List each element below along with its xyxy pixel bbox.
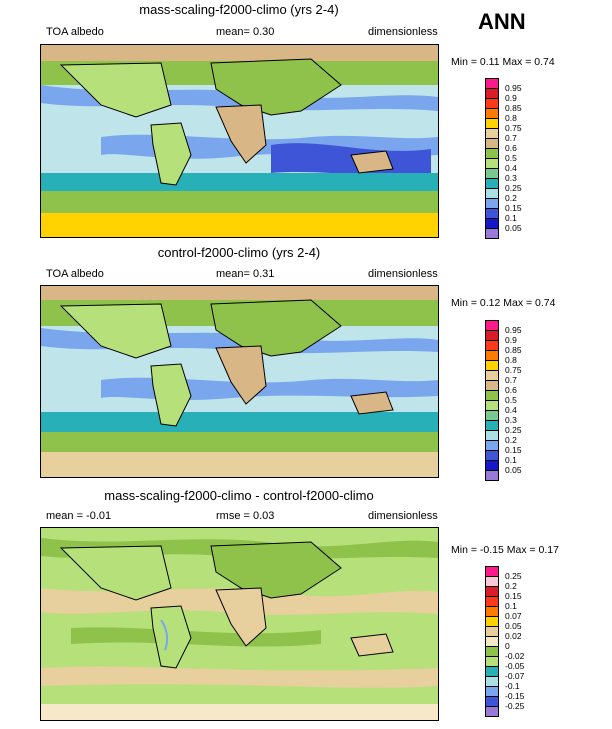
panel-1-title: mass-scaling-f2000-climo (yrs 2-4) [139, 2, 339, 17]
colorbar-label: 0.8 [505, 113, 517, 123]
panel-2-left-label: TOA albedo [46, 268, 104, 280]
colorbar-label: 0.15 [505, 445, 522, 455]
annual-label: ANN [478, 9, 526, 34]
colorbar-label: -0.07 [505, 671, 525, 681]
panel-3-units-label: dimensionless [368, 510, 438, 522]
panel-3-title: mass-scaling-f2000-climo - control-f2000… [104, 488, 374, 503]
colorbar-label: 0.75 [505, 365, 522, 375]
colorbar-label: 0.15 [505, 591, 522, 601]
colorbar-label: 0.07 [505, 611, 522, 621]
colorbar-label: 0.9 [505, 93, 517, 103]
colorbar-label: 0.25 [505, 571, 522, 581]
colorbar-label: 0.95 [505, 83, 522, 93]
panel-3-minmax: Min = -0.15 Max = 0.17 [451, 544, 559, 556]
panel-1-left-label: TOA albedo [46, 26, 104, 38]
colorbar-label: 0.6 [505, 143, 517, 153]
panel-1-mean-label: mean= 0.30 [216, 26, 275, 38]
albedo-field-map [41, 45, 438, 237]
colorbar-label: 0.6 [505, 385, 517, 395]
colorbar-label: 0.5 [505, 153, 517, 163]
colorbar-label: 0.05 [505, 223, 522, 233]
panel-2-title: control-f2000-climo (yrs 2-4) [157, 245, 321, 260]
colorbar-label: -0.25 [505, 701, 525, 711]
colorbar-label: 0.75 [505, 123, 522, 133]
colorbar-label: -0.05 [505, 661, 525, 671]
panel-3-mean-label: mean = -0.01 [46, 510, 112, 522]
colorbar-label: 0 [505, 641, 510, 651]
colorbar-label: 0.4 [505, 405, 517, 415]
panel-2-minmax: Min = 0.12 Max = 0.74 [451, 297, 556, 309]
panel-1-minmax: Min = 0.11 Max = 0.74 [451, 56, 555, 68]
colorbar-label: 0.1 [505, 455, 517, 465]
colorbar-label: 0.95 [505, 325, 522, 335]
colorbar-label: 0.15 [505, 203, 522, 213]
colorbar-label: 0.1 [505, 601, 517, 611]
colorbar-label: 0.3 [505, 415, 517, 425]
colorbar-label: 0.7 [505, 375, 517, 385]
colorbar-label: 0.05 [505, 621, 522, 631]
panel-1-units-label: dimensionless [368, 26, 438, 38]
colorbar-label: 0.2 [505, 435, 517, 445]
colorbar-label: 0.2 [505, 193, 517, 203]
albedo-difference-map [41, 528, 438, 720]
colorbar-label: -0.15 [505, 691, 525, 701]
colorbar-label: 0.02 [505, 631, 522, 641]
colorbar-label: 0.3 [505, 173, 517, 183]
colorbar-label: 0.4 [505, 163, 517, 173]
colorbar-label: 0.85 [505, 345, 522, 355]
panel-2-map [40, 285, 439, 478]
colorbar-swatch [485, 706, 499, 717]
colorbar-label: -0.1 [505, 681, 520, 691]
panel-1-map [40, 44, 439, 238]
colorbar-label: -0.02 [505, 651, 525, 661]
colorbar-label: 0.7 [505, 133, 517, 143]
colorbar-label: 0.9 [505, 335, 517, 345]
panel-2-units-label: dimensionless [368, 268, 438, 280]
colorbar-label: 0.25 [505, 425, 522, 435]
colorbar-swatch [485, 470, 499, 481]
colorbar-label: 0.1 [505, 213, 517, 223]
albedo-field-map [41, 286, 438, 477]
colorbar-label: 0.05 [505, 465, 522, 475]
colorbar-label: 0.8 [505, 355, 517, 365]
colorbar-swatch [485, 228, 499, 239]
colorbar-label: 0.85 [505, 103, 522, 113]
colorbar-label: 0.5 [505, 395, 517, 405]
colorbar-label: 0.2 [505, 581, 517, 591]
panel-3-map [40, 527, 439, 721]
panel-2-mean-label: mean= 0.31 [216, 268, 275, 280]
panel-3-rmse-label: rmse = 0.03 [216, 510, 275, 522]
colorbar-label: 0.25 [505, 183, 522, 193]
